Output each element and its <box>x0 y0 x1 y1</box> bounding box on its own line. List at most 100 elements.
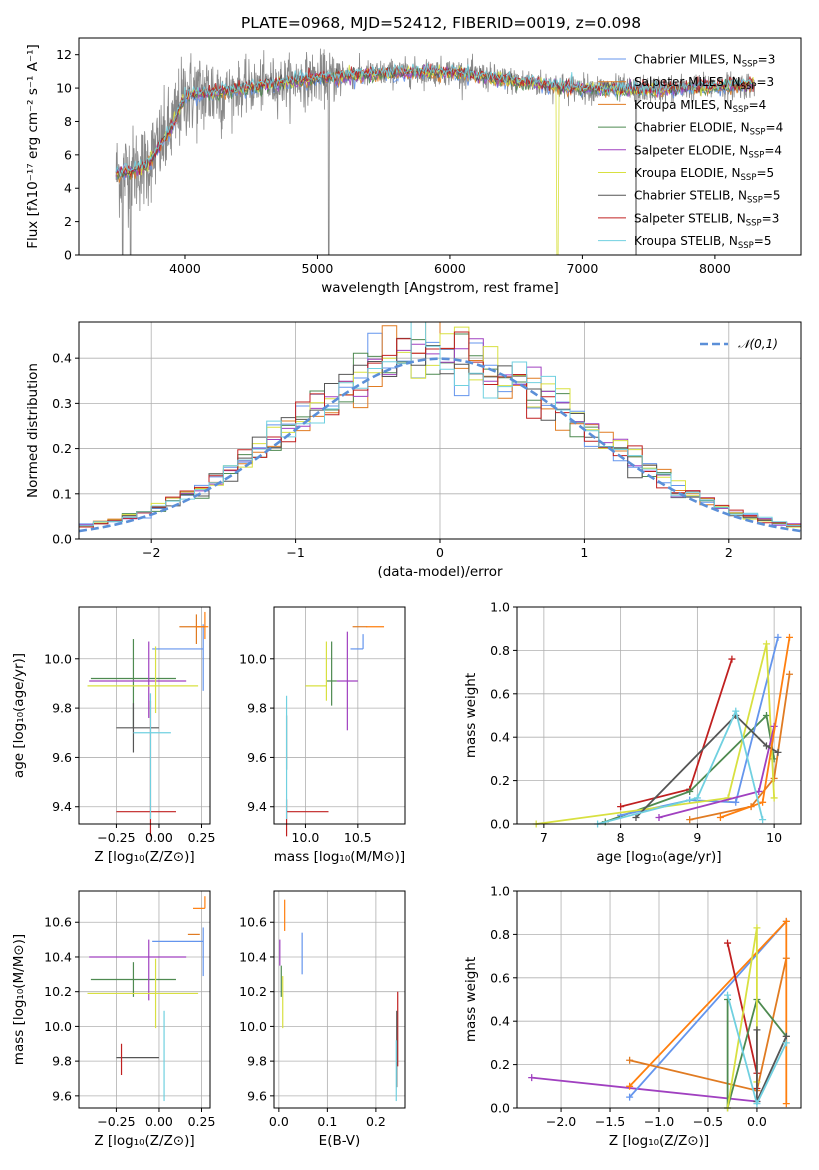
y-tick-label: 0.0 <box>490 817 510 832</box>
point-marker <box>724 939 732 947</box>
y-tick-label: 0 <box>64 248 72 263</box>
y-axis-label: mass weight <box>463 673 479 758</box>
point-marker <box>626 1082 634 1090</box>
x-axis-label: E(B-V) <box>319 1133 361 1149</box>
x-axis-label: Z [log₁₀(Z/Z⊙)] <box>94 1133 194 1149</box>
x-tick-label: −0.5 <box>693 1114 723 1129</box>
histogram-area <box>79 322 801 533</box>
y-tick-label: 9.8 <box>247 1054 267 1069</box>
legend-entry: Kroupa STELIB, NSSP=5 <box>634 234 772 251</box>
point-marker <box>782 1032 790 1040</box>
point-marker <box>728 655 736 663</box>
figure-title: PLATE=0968, MJD=52412, FIBERID=0019, z=0… <box>241 14 641 32</box>
legend-text: Kroupa ELODIE, N <box>634 166 741 180</box>
point-marker <box>762 742 770 750</box>
point-marker <box>774 633 782 641</box>
legend-text: Salpeter MILES, N <box>634 75 741 89</box>
legend-subscript: SSP <box>746 218 762 228</box>
legend-value: =4 <box>749 98 767 112</box>
x-tick-label: 9 <box>693 830 701 845</box>
mass-vs-reddening-panel: 0.0 0.1 0.2 9.6 9.8 10.0 10.2 10.4 10.6 E(B-V) <box>239 890 406 1149</box>
x-axis-label: age [log₁₀(age/yr)] <box>596 849 721 865</box>
y-tick-label: 9.8 <box>247 701 267 716</box>
mass-weight-vs-age-panel: 7 8 9 10 0.0 0.2 0.4 0.6 0.8 1.0 age [log₁₀(age/yr… <box>463 600 802 865</box>
legend-value: =4 <box>766 121 784 135</box>
x-tick-label: 10.5 <box>344 830 372 845</box>
legend-subscript: SSP <box>748 150 764 160</box>
x-tick-label: 8000 <box>699 261 731 276</box>
legend-subscript: SSP <box>733 105 749 115</box>
point-marker <box>774 748 782 756</box>
y-tick-label: 10.6 <box>239 915 267 930</box>
normal-curve <box>79 357 801 533</box>
y-tick-label: 8 <box>64 114 72 129</box>
point-marker <box>686 787 694 795</box>
x-tick-label: 0.25 <box>188 830 216 845</box>
y-tick-label: 0.8 <box>490 927 510 942</box>
point-marker <box>785 670 793 678</box>
x-tick-label: 0.00 <box>145 830 173 845</box>
y-tick-label: 2 <box>64 214 72 229</box>
axes-frame <box>516 606 802 825</box>
x-axis-label: (data-model)/error <box>377 564 503 580</box>
x-tick-label: 7000 <box>567 261 599 276</box>
axes-frame <box>78 37 802 256</box>
x-tick-label: 0.00 <box>145 1114 173 1129</box>
point-marker <box>528 1074 536 1082</box>
legend-subscript: SSP <box>738 241 754 251</box>
y-tick-label: 10.4 <box>44 949 72 964</box>
y-tick-label: 10.6 <box>44 915 72 930</box>
residual-histogram-panel: −2 −1 0 1 2 0.0 0.1 0.2 0.3 0.4 (data-model)/error… <box>25 321 802 580</box>
mass-weight-vs-metallicity-panel: −2.0 −1.5 −1.0 −0.5 0.0 0.0 0.2 0.4 0.6 0.8 1.0 Z [… <box>463 884 802 1149</box>
legend-value: =5 <box>763 189 781 203</box>
legend-text: Chabrier MILES, N <box>634 53 742 67</box>
legend-entry: Salpeter ELODIE, NSSP=4 <box>634 143 782 160</box>
y-tick-label: 9.4 <box>52 799 72 814</box>
point-marker <box>770 794 778 802</box>
y-axis-label: mass weight <box>463 957 479 1042</box>
y-tick-label: 9.6 <box>247 750 267 765</box>
y-tick-label: 0.4 <box>490 1014 510 1029</box>
legend-text: Salpeter ELODIE, N <box>634 143 748 157</box>
point-marker <box>724 991 732 999</box>
axes-frame <box>273 890 406 1109</box>
x-tick-label: −1.0 <box>644 1114 674 1129</box>
legend-subscript: SSP <box>750 128 766 138</box>
x-axis-label: Z [log₁₀(Z/Z⊙)] <box>609 1133 709 1149</box>
mass-weight-line <box>635 714 779 819</box>
x-tick-label: 1 <box>580 545 588 560</box>
point-marker <box>762 712 770 719</box>
y-tick-label: 10.0 <box>44 651 72 666</box>
legend-entry: Chabrier MILES, NSSP=3 <box>634 53 775 70</box>
x-tick-label: 2 <box>725 545 733 560</box>
legend-subscript: SSP <box>741 82 757 92</box>
y-tick-label: 1.0 <box>490 884 510 899</box>
x-tick-label: 0.2 <box>366 1114 386 1129</box>
y-tick-label: 12 <box>56 47 72 62</box>
y-tick-label: 0.3 <box>52 396 72 411</box>
y-tick-label: 10.0 <box>239 651 267 666</box>
axes-frame <box>78 890 211 1109</box>
point-marker <box>732 707 740 715</box>
point-marker <box>655 813 663 821</box>
x-tick-label: 7 <box>540 830 548 845</box>
mass-weight-line <box>628 920 787 1098</box>
legend-value: =4 <box>764 143 782 157</box>
legend-text: Chabrier ELODIE, N <box>634 121 750 135</box>
x-tick-label: 6000 <box>434 261 466 276</box>
mass-weight-line <box>536 643 775 825</box>
x-tick-label: −0.25 <box>97 1114 135 1129</box>
axes-frame <box>273 606 406 825</box>
legend-value: =3 <box>762 211 780 225</box>
point-marker <box>753 924 761 932</box>
y-tick-label: 6 <box>64 147 72 162</box>
point-marker <box>785 633 793 641</box>
legend-entry: Salpeter MILES, NSSP=3 <box>634 75 774 92</box>
point-marker <box>753 1100 761 1108</box>
point-marker <box>759 816 767 824</box>
y-tick-label: 9.8 <box>52 701 72 716</box>
y-tick-label: 0.4 <box>490 730 510 745</box>
x-axis-label: wavelength [Angstrom, rest frame] <box>321 280 559 296</box>
y-tick-label: 0.4 <box>52 351 72 366</box>
x-tick-label: 10 <box>766 830 782 845</box>
